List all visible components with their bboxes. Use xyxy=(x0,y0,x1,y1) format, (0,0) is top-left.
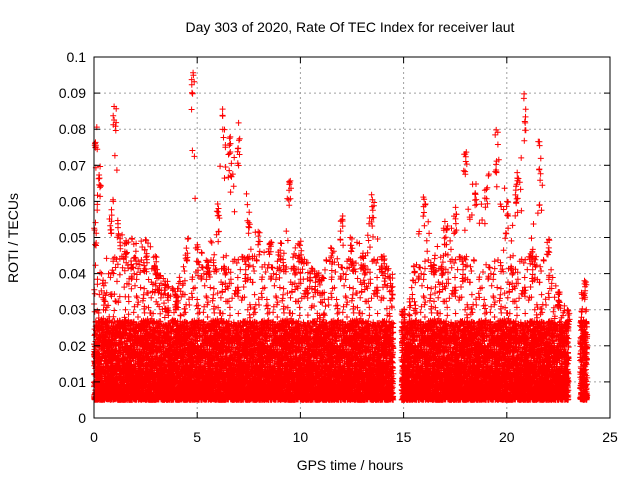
y-tick-label: 0.09 xyxy=(59,85,86,101)
y-axis-label: ROTI / TECUs xyxy=(5,193,21,283)
x-tick-label: 10 xyxy=(293,429,309,445)
y-tick-label: 0.06 xyxy=(59,193,86,209)
y-tick-label: 0.02 xyxy=(59,338,86,354)
x-tick-label: 20 xyxy=(499,429,515,445)
x-tick-label: 15 xyxy=(396,429,412,445)
y-tick-label: 0.05 xyxy=(59,230,86,246)
y-axis-ticks: 0 0.01 0.02 0.03 0.04 0.05 0.06 0.07 0.08 0.09 0.1 xyxy=(59,49,610,426)
x-tick-label: 25 xyxy=(602,429,618,445)
x-axis-ticks: 0 5 10 15 20 25 xyxy=(90,57,618,445)
y-tick-label: 0.04 xyxy=(59,266,86,282)
x-tick-label: 0 xyxy=(90,429,98,445)
x-axis-label: GPS time / hours xyxy=(297,457,404,473)
y-tick-label: 0 xyxy=(78,410,86,426)
x-tick-label: 5 xyxy=(193,429,201,445)
data-points xyxy=(91,69,591,403)
chart-title: Day 303 of 2020, Rate Of TEC Index for r… xyxy=(186,19,515,35)
y-tick-label: 0.01 xyxy=(59,374,86,390)
y-tick-label: 0.03 xyxy=(59,302,86,318)
y-tick-label: 0.08 xyxy=(59,121,86,137)
y-tick-label: 0.07 xyxy=(59,157,86,173)
y-tick-label: 0.1 xyxy=(67,49,87,65)
roti-markers xyxy=(91,69,591,403)
